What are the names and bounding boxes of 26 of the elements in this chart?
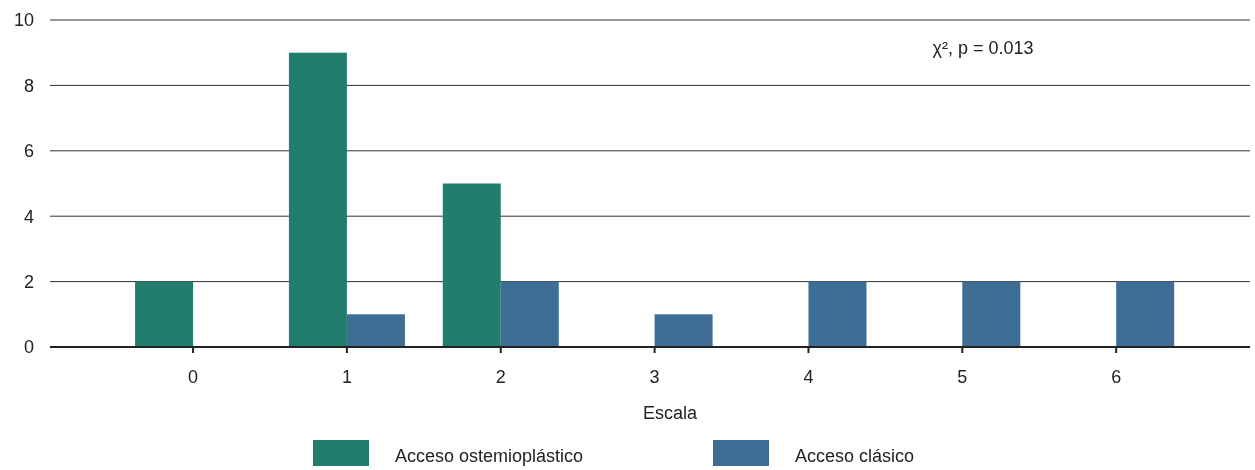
x-tick-label: 4 bbox=[803, 367, 814, 387]
x-tick-label: 6 bbox=[1111, 367, 1122, 387]
x-tick-label: 3 bbox=[649, 367, 660, 387]
y-tick-label: 4 bbox=[23, 206, 34, 227]
annotation: χ², p = 0.013 bbox=[932, 38, 1034, 58]
y-tick-label: 2 bbox=[23, 271, 34, 292]
x-tick-label: 5 bbox=[957, 367, 968, 387]
y-tick-label: 0 bbox=[23, 337, 34, 358]
y-tick-label: 6 bbox=[23, 141, 34, 162]
bar bbox=[346, 314, 405, 347]
legend-label: Acceso clásico bbox=[795, 446, 915, 466]
bar bbox=[962, 281, 1021, 347]
bar bbox=[288, 52, 347, 347]
x-axis-title: Escala bbox=[642, 403, 698, 423]
bar bbox=[1116, 281, 1175, 347]
legend-label: Acceso ostemioplástico bbox=[395, 446, 584, 466]
x-tick-label: 1 bbox=[341, 367, 352, 387]
bar bbox=[442, 183, 501, 347]
y-tick-label: 8 bbox=[23, 75, 34, 96]
bar bbox=[500, 281, 559, 347]
y-tick-label: 10 bbox=[13, 10, 34, 31]
bar bbox=[808, 281, 867, 347]
x-tick-label: 2 bbox=[495, 367, 506, 387]
bar bbox=[654, 314, 713, 347]
bar bbox=[135, 281, 194, 347]
x-tick-label: 0 bbox=[188, 367, 199, 387]
